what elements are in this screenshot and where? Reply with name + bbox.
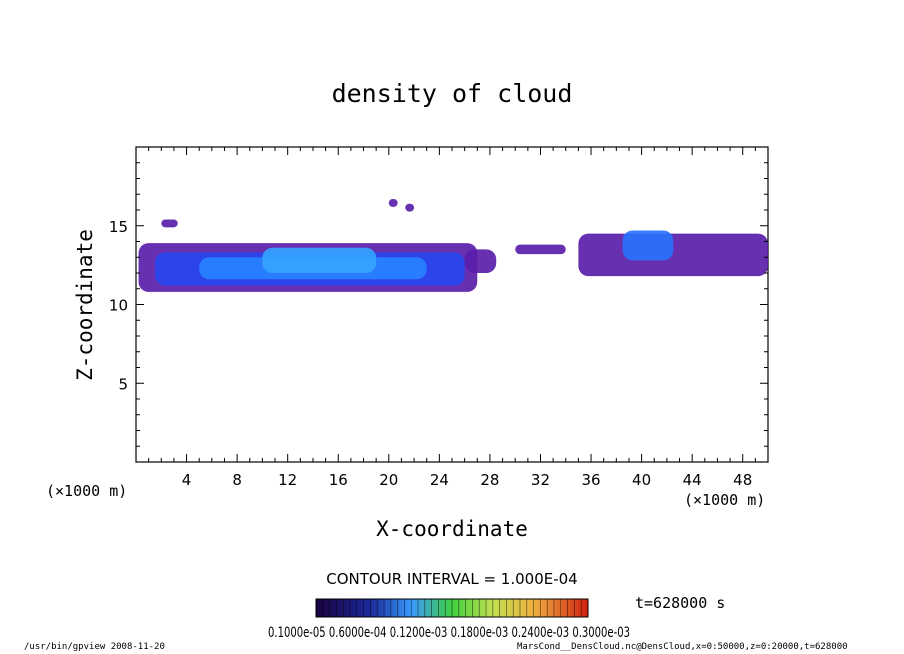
x-tick-label: 16 [329, 471, 348, 489]
x-axis-label: X-coordinate [376, 517, 528, 541]
chart-title: density of cloud [332, 79, 573, 108]
density-region [161, 219, 178, 228]
density-region [622, 230, 674, 261]
x-tick-label: 44 [683, 471, 702, 489]
x-tick-label: 12 [278, 471, 297, 489]
density-region [388, 198, 398, 207]
density-region [464, 249, 497, 273]
x-tick-label: 48 [733, 471, 752, 489]
y-axis-label: Z-coordinate [73, 229, 97, 381]
y-tick-label: 5 [118, 375, 128, 393]
footer-left: /usr/bin/gpview 2008-11-20 [24, 642, 165, 652]
x-tick-label: 4 [182, 471, 192, 489]
x-tick-label: 40 [632, 471, 651, 489]
x-tick-label: 28 [480, 471, 499, 489]
x-tick-label: 32 [531, 471, 550, 489]
x-tick-label: 8 [232, 471, 242, 489]
density-region [405, 203, 415, 212]
x-unit-left: (×1000 m) [46, 482, 127, 500]
density-regions [138, 198, 768, 292]
y-tick-label: 15 [109, 218, 128, 236]
density-region [578, 233, 768, 277]
colorbar-labels: 0.1000e-05 0.6000e-04 0.1200e-03 0.1800e… [268, 625, 630, 641]
minor-ticks [136, 147, 768, 462]
density-region [262, 247, 377, 273]
contour-interval: CONTOUR INTERVAL = 1.000E-04 [326, 570, 577, 588]
y-ticks: 5 10 15 [109, 218, 768, 393]
colorbar-stripes [322, 599, 582, 617]
x-unit-right: (×1000 m) [684, 491, 765, 509]
footer-right: MarsCond__DensCloud.nc@DensCloud,x=0:500… [517, 642, 848, 652]
time-label: t=628000 s [635, 594, 725, 612]
x-tick-label: 24 [430, 471, 449, 489]
x-tick-label: 36 [581, 471, 600, 489]
plot-frame [135, 146, 769, 463]
x-ticks: 4 8 12 16 20 24 28 32 36 40 44 48 [182, 147, 752, 489]
x-tick-label: 20 [379, 471, 398, 489]
y-tick-label: 10 [109, 297, 128, 315]
density-region [515, 244, 566, 255]
